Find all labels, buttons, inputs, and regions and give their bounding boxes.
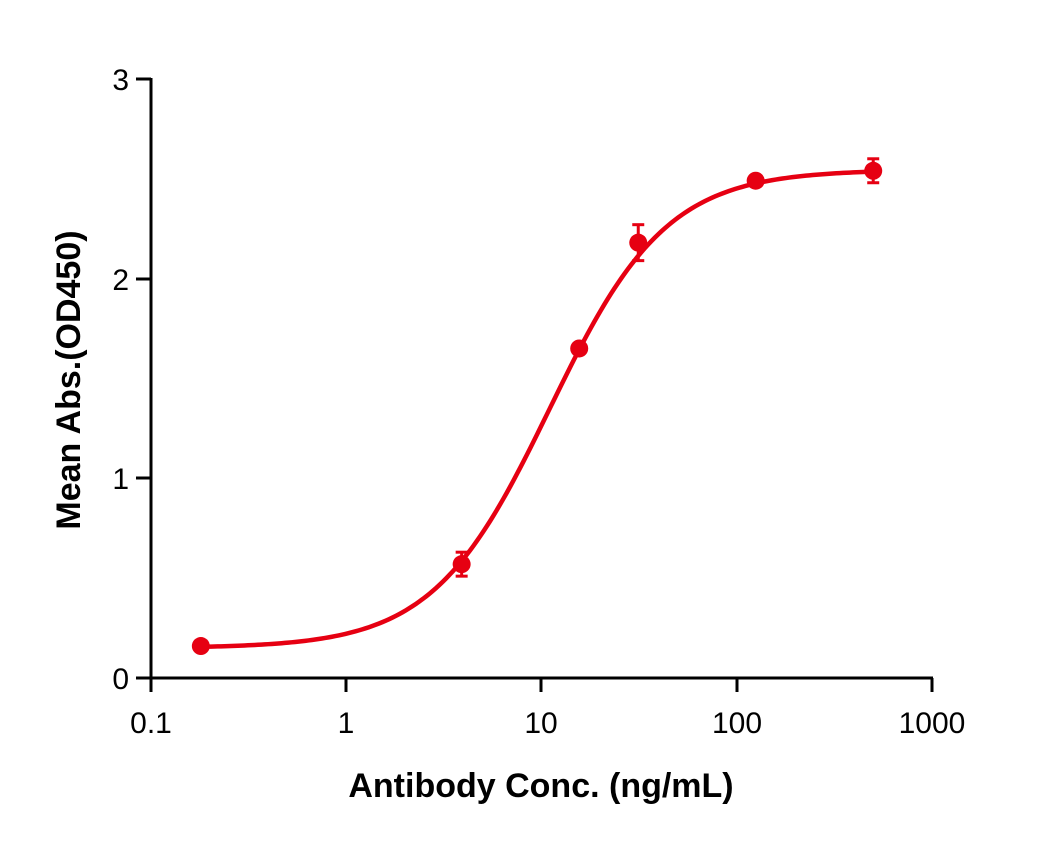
x-tick-100: 100 [712,707,762,740]
x-tick-10: 10 [524,707,557,740]
data-point [452,555,471,574]
y-tick-1: 1 [112,463,129,496]
data-point [864,161,883,180]
data-point [570,339,589,358]
x-tick-0-1: 0.1 [130,707,172,740]
data-point [629,233,648,252]
fit-curve [198,169,876,650]
x-tick-1000: 1000 [899,707,966,740]
data-point [746,171,765,190]
x-axis-title: Antibody Conc. (ng/mL) [348,767,733,805]
y-tick-2: 2 [112,264,129,297]
y-tick-3: 3 [112,64,129,97]
y-tick-0: 0 [112,663,129,696]
x-tick-labels: 0.1 1 10 100 1000 [130,707,965,740]
y-axis-ticks [136,77,151,680]
data-point [191,637,210,656]
error-bars [455,157,880,578]
x-tick-1: 1 [338,707,355,740]
y-tick-labels: 0 1 2 3 [112,64,129,696]
data-points [191,161,883,656]
x-axis-ticks [149,678,934,692]
y-axis-title: Mean Abs.(OD450) [50,230,88,529]
